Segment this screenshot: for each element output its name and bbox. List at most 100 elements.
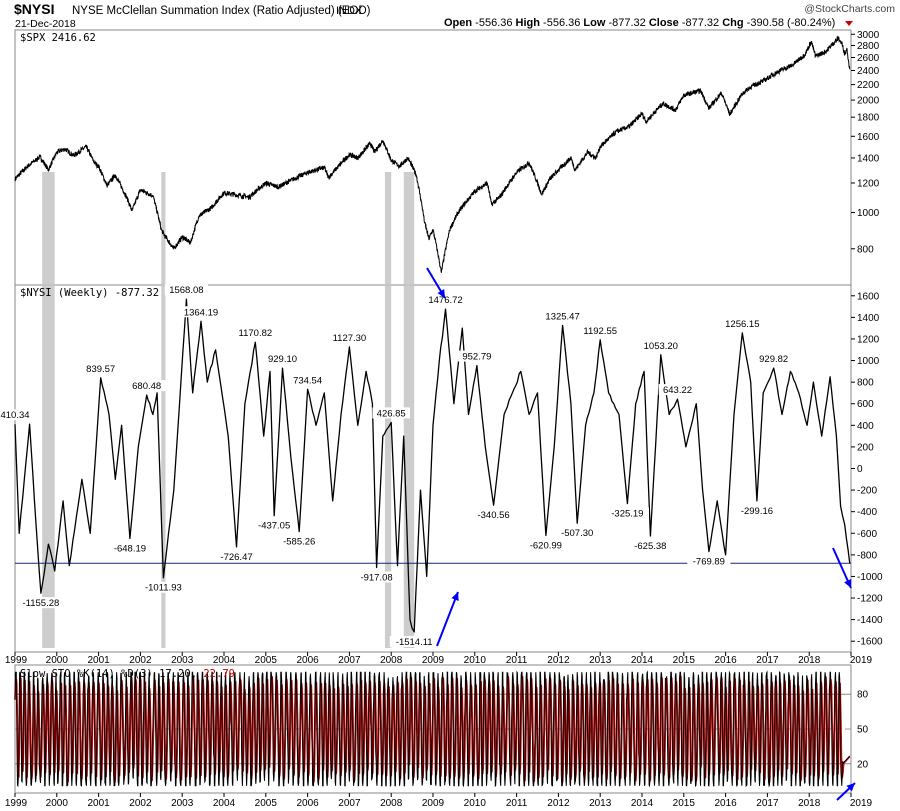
x-tick-label: 2019	[850, 798, 873, 809]
price-y-tick-label: 1600	[857, 132, 880, 143]
x-tick-label: 2017	[756, 798, 779, 809]
ohlc-label: Low	[580, 17, 608, 29]
x-tick-label: 2012	[547, 655, 570, 666]
x-tick-label: 2011	[506, 655, 528, 666]
nysi-y-tick-label: 1200	[857, 334, 880, 345]
stochastic-legend: Slow STO %K(14) %D(3) 17.20, 22.79	[20, 668, 235, 680]
stochastic-d-line	[14, 675, 851, 783]
nysi-data-label: 1476.72	[428, 295, 462, 306]
price-y-tick-label: 800	[857, 244, 874, 255]
x-tick-label: 2000	[46, 655, 69, 666]
x-tick-label: 2002	[129, 798, 152, 809]
data-label-bg	[179, 306, 223, 318]
x-tick-label: 2009	[422, 655, 445, 666]
x-tick-label: 2005	[255, 655, 278, 666]
nysi-y-tick-label: 400	[857, 421, 874, 432]
nysi-data-label: -769.89	[693, 557, 725, 568]
arrow-head-icon	[437, 289, 445, 298]
stochastic-y-tick-label: 20	[857, 759, 869, 770]
nysi-data-label: 1256.15	[725, 319, 759, 330]
x-tick-label: 2008	[380, 798, 403, 809]
ohlc-label: Close	[646, 17, 682, 29]
data-label-bg	[389, 635, 439, 647]
nysi-legend: $NYSI (Weekly) -877.32	[20, 287, 159, 299]
data-label-bg	[540, 310, 585, 322]
x-tick-label: 2006	[296, 655, 319, 666]
x-tick-label: 1999	[5, 798, 28, 809]
nysi-data-label: -325.19	[611, 509, 643, 520]
x-tick-label: 2019	[850, 655, 873, 666]
x-tick-label: 2015	[673, 655, 696, 666]
stochastic-d-value: 22.79	[203, 668, 235, 680]
nysi-data-label: 410.34	[0, 410, 29, 421]
data-label-bg	[263, 353, 302, 365]
ohlc-value: -390.58 (-80.24%)	[747, 17, 836, 29]
nysi-data-label: 734.54	[293, 375, 322, 386]
price-y-tick-label: 2800	[857, 41, 880, 52]
x-tick-label: 2000	[46, 798, 69, 809]
x-tick-label: 2011	[506, 798, 528, 809]
x-tick-label: 2010	[464, 655, 487, 666]
x-tick-label: 2001	[87, 798, 110, 809]
spx-price-line	[14, 35, 851, 273]
nysi-y-tick-label: 800	[857, 378, 874, 389]
nysi-data-label: -1514.11	[396, 637, 433, 648]
arrow-head-icon	[844, 579, 852, 588]
data-label-bg	[628, 539, 672, 551]
data-label-bg	[108, 542, 152, 554]
data-label-bg	[277, 535, 321, 547]
nysi-data-label: 1325.47	[545, 311, 579, 322]
nysi-data-label: 952.79	[462, 352, 491, 363]
data-label-bg	[252, 519, 296, 531]
nysi-y-tick-label: -1200	[857, 594, 883, 605]
x-tick-label: 2013	[589, 798, 612, 809]
x-tick-label: 2013	[589, 655, 612, 666]
nysi-data-label: 680.48	[132, 381, 161, 392]
symbol-label: $NYSI	[14, 1, 54, 17]
x-tick-label: 2006	[296, 798, 319, 809]
highlight-band	[42, 172, 55, 648]
date-label: 21-Dec-2018	[15, 18, 76, 30]
data-label-bg	[423, 294, 468, 306]
data-label-bg	[735, 504, 779, 516]
nysi-data-label: 1127.30	[333, 333, 367, 344]
nysi-data-label: 426.85	[377, 408, 406, 419]
price-y-tick-label: 2400	[857, 66, 880, 77]
nysi-data-label: 643.22	[663, 385, 692, 396]
data-label-bg	[138, 581, 188, 593]
nysi-y-tick-label: -800	[857, 550, 877, 561]
ohlc-label: Open	[444, 17, 475, 29]
data-label-layer: 410.34 -1155.28 839.57 -648.19 680.48 -1011.9…	[0, 284, 793, 648]
price-y-tick-label: 2000	[857, 96, 880, 107]
x-tick-label: 2012	[547, 798, 570, 809]
data-label-bg	[164, 284, 208, 296]
nysi-y-tick-label: -600	[857, 529, 877, 540]
nysi-y-tick-label: -1000	[857, 572, 883, 583]
stochastic-y-tick-label: 80	[857, 690, 869, 701]
ohlc-value: -556.36	[475, 17, 512, 29]
nysi-data-label: -620.99	[530, 541, 562, 552]
nysi-y-tick-label: -400	[857, 507, 877, 518]
price-y-tick-label: 1000	[857, 208, 880, 219]
data-label-bg	[578, 324, 622, 336]
data-label-bg	[214, 550, 259, 562]
stochastic-k-value: 17.20	[159, 668, 191, 680]
arrow-head-icon	[451, 592, 459, 601]
data-label-bg	[639, 339, 683, 351]
data-label-bg	[288, 374, 327, 386]
ohlc-text: Open -556.36 High -556.36 Low -877.32 Cl…	[444, 17, 835, 29]
exchange-label: INDX	[336, 5, 363, 17]
nysi-y-tick-label: 0	[857, 464, 863, 475]
nysi-data-label: 1192.55	[583, 326, 617, 337]
stochastic-k-line	[14, 670, 851, 788]
nysi-data-label: 1170.82	[239, 328, 273, 339]
highlight-band	[161, 172, 166, 648]
nysi-data-label: -299.16	[741, 506, 773, 517]
arrow-head-icon	[846, 783, 855, 792]
x-tick-label: 2008	[380, 655, 403, 666]
nysi-data-label: -726.47	[220, 552, 252, 563]
nysi-y-tick-label: -200	[857, 486, 877, 497]
annotation-arrow	[436, 591, 459, 647]
data-label-bg	[687, 555, 731, 567]
